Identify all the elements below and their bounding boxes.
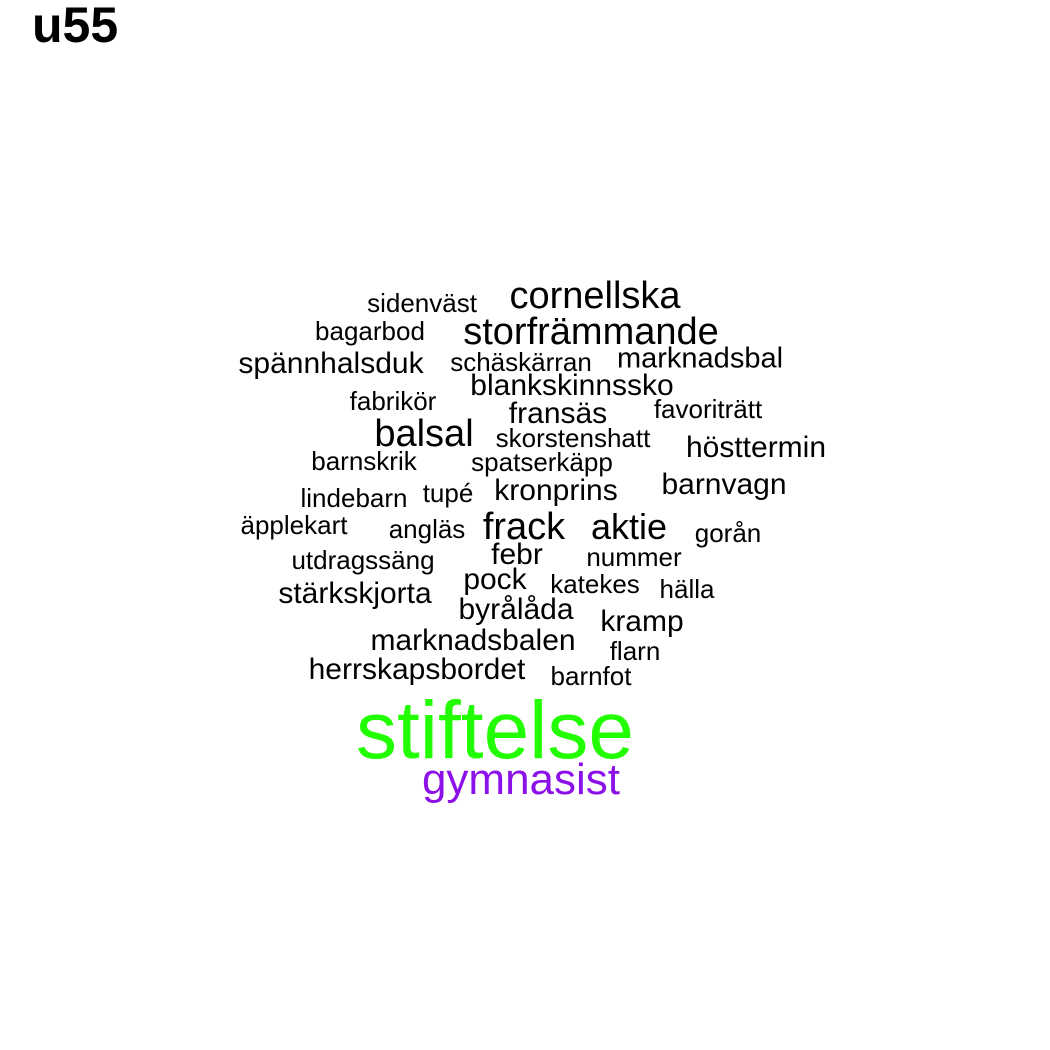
word-kronprins: kronprins [494,474,618,507]
word-spannhalsduk: spännhalsduk [238,347,424,380]
word-stiftelse: stiftelse [356,685,634,776]
word-goran: gorån [694,518,762,548]
word-herrskapsbordet: herrskapsbordet [308,653,526,686]
word-utdragssang: utdragssäng [291,545,435,575]
word-flarn: flarn [609,636,661,666]
word-gymnasist: gymnasist [421,755,621,804]
word-lindebarn: lindebarn [300,483,408,513]
word-hosttermin: hösttermin [685,431,827,464]
word-spatserkapp: spatserkäpp [471,447,613,477]
word-barnvagn: barnvagn [661,468,787,501]
word-tupe: tupé [422,478,474,508]
word-kramp: kramp [600,605,684,638]
word-schaskarran: schäskärran [450,347,592,377]
word-balsal: balsal [374,413,474,455]
word-katekes: katekes [550,569,640,599]
word-halla: hälla [659,574,715,604]
word-applekart: äpplekart [240,510,348,540]
word-sidenvast: sidenväst [367,288,477,318]
word-frack: frack [482,506,566,548]
word-storframmande: storfrämmande [463,311,719,353]
page-title: u55 [32,0,119,53]
word-marknadsbalen: marknadsbalen [370,624,576,657]
word-aktie: aktie [590,506,668,547]
word-pock: pock [463,563,527,596]
word-febr: febr [491,538,543,571]
word-marknadsbal: marknadsbal [616,342,784,375]
word-fabrikor: fabrikör [349,386,437,416]
word-nummer: nummer [586,542,682,572]
word-starkskjorta: stärkskjorta [278,577,432,610]
word-favoritratt: favoriträtt [653,394,763,424]
word-barnfot: barnfot [550,661,632,691]
word-fransas: fransäs [508,397,608,430]
word-skorstenshatt: skorstenshatt [495,423,651,453]
word-byralada: byrålåda [458,593,574,626]
word-bagarbod: bagarbod [315,316,425,346]
word-blankskinnssko: blankskinnssko [470,369,674,402]
word-cornellska: cornellska [509,275,681,317]
word-barnskrik: barnskrik [311,446,417,476]
word-anglas: angläs [388,514,466,544]
